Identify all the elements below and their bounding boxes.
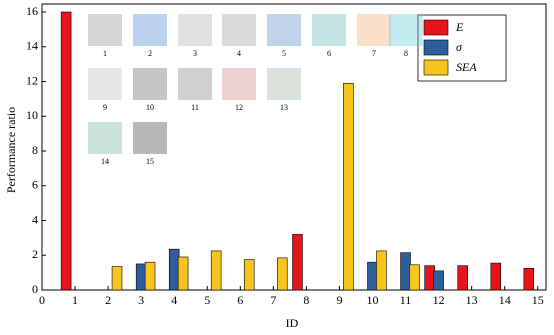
bar: [168, 248, 180, 291]
x-tick-label: 4: [171, 293, 177, 307]
bar: [277, 257, 288, 291]
inset-image: [222, 14, 256, 46]
y-tick-label: 4: [32, 212, 38, 226]
x-tick-label: 10: [366, 293, 378, 307]
x-tick-label: 13: [466, 293, 478, 307]
y-tick-label: 12: [26, 73, 38, 87]
inset-image: [312, 14, 346, 46]
y-tick-label: 16: [26, 4, 38, 18]
x-tick-label: 11: [400, 293, 412, 307]
bar: [409, 264, 420, 291]
x-tick-label: 0: [39, 293, 45, 307]
bar: [343, 82, 354, 291]
inset-label: 14: [101, 157, 109, 166]
inset-label: 12: [235, 103, 243, 112]
bar: [457, 265, 468, 291]
bar: [135, 263, 147, 291]
legend-swatch: [423, 59, 449, 76]
inset-image: [222, 68, 256, 100]
inset-label: 6: [327, 49, 331, 58]
y-tick-label: 2: [32, 247, 38, 261]
inset-image: [133, 68, 167, 100]
bar: [433, 270, 444, 291]
inset-image: [178, 14, 212, 46]
legend-swatch: [423, 19, 449, 36]
x-tick-label: 7: [270, 293, 276, 307]
x-tick-label: 12: [433, 293, 445, 307]
bar: [243, 259, 255, 291]
bar: [490, 262, 502, 291]
y-tick-label: 8: [32, 143, 38, 157]
x-tick-label: 9: [336, 293, 342, 307]
x-tick-label: 1: [72, 293, 78, 307]
inset-label: 4: [237, 49, 241, 58]
bar: [111, 266, 123, 291]
y-axis-label: Performance ratio: [4, 107, 18, 193]
bar: [367, 261, 378, 291]
inset-image: [133, 122, 167, 154]
legend-label: σ: [456, 40, 463, 54]
bar: [60, 11, 72, 291]
inset-image: [88, 14, 122, 46]
bar: [292, 234, 303, 291]
y-tick-label: 10: [26, 108, 38, 122]
x-tick-label: 3: [138, 293, 144, 307]
x-tick-label: 6: [237, 293, 243, 307]
inset-image: [267, 14, 301, 46]
bar: [424, 265, 435, 291]
inset-image: [178, 68, 212, 100]
bar: [400, 252, 411, 291]
inset-label: 11: [191, 103, 199, 112]
bar: [523, 267, 535, 291]
inset-image: [88, 122, 122, 154]
inset-label: 2: [148, 49, 152, 58]
x-tick-label: 14: [499, 293, 511, 307]
y-tick-label: 0: [32, 282, 38, 296]
legend-swatch: [423, 39, 449, 56]
inset-label: 5: [282, 49, 286, 58]
legend-label: SEA: [456, 60, 477, 74]
legend-label: E: [455, 20, 464, 34]
bar: [376, 250, 387, 291]
x-tick-label: 8: [303, 293, 309, 307]
bar: [144, 261, 156, 291]
inset-label: 8: [404, 49, 408, 58]
x-axis-label: ID: [286, 316, 299, 330]
x-tick-label: 15: [532, 293, 544, 307]
x-tick-label: 5: [204, 293, 210, 307]
bar: [210, 250, 222, 291]
inset-label: 10: [146, 103, 154, 112]
inset-label: 3: [193, 49, 197, 58]
inset-image: [357, 14, 391, 46]
inset-label: 1: [103, 49, 107, 58]
inset-label: 13: [280, 103, 288, 112]
inset-label: 7: [372, 49, 376, 58]
inset-image: [133, 14, 167, 46]
inset-image: [267, 68, 301, 100]
inset-image: [389, 14, 423, 46]
inset-label: 9: [103, 103, 107, 112]
inset-image: [88, 68, 122, 100]
bar: [177, 256, 189, 291]
y-tick-label: 14: [26, 39, 38, 53]
y-tick-label: 6: [32, 178, 38, 192]
x-tick-label: 2: [105, 293, 111, 307]
inset-label: 15: [146, 157, 154, 166]
